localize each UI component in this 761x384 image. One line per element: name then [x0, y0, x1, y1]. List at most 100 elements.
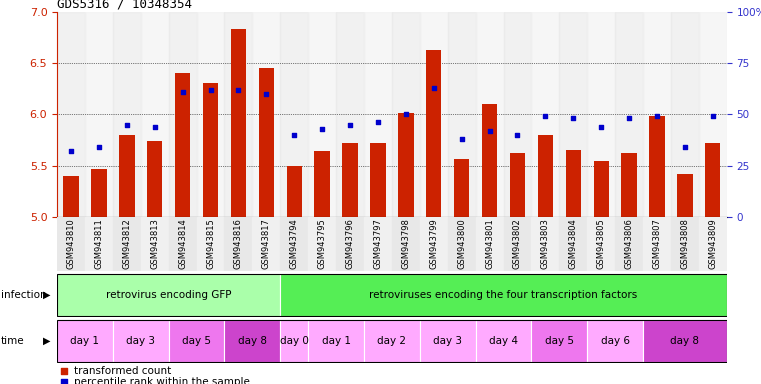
Text: infection: infection	[1, 290, 46, 300]
Bar	[141, 217, 169, 271]
Bar	[364, 319, 420, 362]
Text: GSM943804: GSM943804	[568, 218, 578, 269]
Point	[567, 115, 579, 121]
Point	[205, 86, 217, 93]
Bar	[364, 217, 392, 271]
Bar	[538, 135, 553, 217]
Text: GSM943803: GSM943803	[541, 218, 550, 269]
Bar	[476, 12, 504, 217]
Bar	[615, 217, 643, 271]
Bar	[280, 319, 308, 362]
Bar	[308, 319, 364, 362]
Bar	[420, 319, 476, 362]
Text: day 3: day 3	[126, 336, 155, 346]
Bar	[336, 217, 364, 271]
Bar	[169, 217, 196, 271]
Text: time: time	[1, 336, 24, 346]
Bar	[119, 135, 135, 217]
Point	[595, 124, 607, 130]
Bar	[287, 166, 302, 217]
Bar	[224, 217, 253, 271]
Point	[121, 121, 133, 127]
Bar	[671, 217, 699, 271]
Point	[316, 126, 328, 132]
Bar	[587, 217, 615, 271]
Bar	[113, 12, 141, 217]
Bar	[169, 319, 224, 362]
Text: GSM943813: GSM943813	[150, 218, 159, 269]
Text: GSM943798: GSM943798	[401, 218, 410, 269]
Point	[651, 113, 663, 119]
Text: GSM943815: GSM943815	[206, 218, 215, 269]
Point	[372, 119, 384, 126]
Bar	[113, 319, 169, 362]
Bar	[398, 113, 413, 217]
Text: day 1: day 1	[322, 336, 351, 346]
Point	[707, 113, 719, 119]
Text: GSM943795: GSM943795	[317, 218, 326, 269]
Point	[232, 86, 244, 93]
Bar	[454, 159, 470, 217]
Bar	[175, 73, 190, 217]
Text: ▶: ▶	[43, 336, 51, 346]
Point	[93, 144, 105, 150]
Bar	[392, 217, 420, 271]
Bar	[91, 169, 107, 217]
Bar	[259, 68, 274, 217]
Bar	[371, 143, 386, 217]
Bar	[169, 12, 196, 217]
Text: transformed count: transformed count	[74, 366, 171, 376]
Bar	[622, 153, 637, 217]
Bar	[85, 12, 113, 217]
Bar	[504, 217, 531, 271]
Point	[447, 249, 459, 255]
Text: GSM943811: GSM943811	[94, 218, 103, 269]
Text: retroviruses encoding the four transcription factors: retroviruses encoding the four transcrip…	[369, 290, 638, 300]
Bar	[476, 217, 504, 271]
Bar	[559, 217, 587, 271]
Point	[288, 132, 301, 138]
Bar	[615, 12, 643, 217]
Bar	[531, 319, 587, 362]
Bar	[57, 12, 85, 217]
Bar	[447, 12, 476, 217]
Point	[623, 115, 635, 121]
Bar	[280, 273, 727, 316]
Bar	[147, 141, 162, 217]
Bar	[308, 12, 336, 217]
Point	[148, 124, 161, 130]
Bar	[224, 319, 280, 362]
Bar	[531, 12, 559, 217]
Bar	[504, 12, 531, 217]
Text: GSM943797: GSM943797	[374, 218, 383, 269]
Bar	[587, 319, 643, 362]
Bar	[447, 217, 476, 271]
Point	[344, 121, 356, 127]
Point	[511, 132, 524, 138]
Bar	[643, 217, 671, 271]
Bar	[231, 29, 246, 217]
Bar	[85, 217, 113, 271]
Point	[540, 113, 552, 119]
Text: GSM943799: GSM943799	[429, 218, 438, 269]
Text: GSM943808: GSM943808	[680, 218, 689, 269]
Bar	[364, 12, 392, 217]
Bar	[420, 217, 447, 271]
Point	[447, 354, 459, 360]
Text: day 5: day 5	[545, 336, 574, 346]
Point	[65, 148, 77, 154]
Bar	[314, 151, 330, 217]
Bar	[57, 273, 280, 316]
Bar	[224, 12, 253, 217]
Bar	[476, 319, 531, 362]
Bar	[342, 143, 358, 217]
Bar	[113, 217, 141, 271]
Bar	[643, 12, 671, 217]
Bar	[308, 217, 336, 271]
Point	[456, 136, 468, 142]
Bar	[699, 12, 727, 217]
Text: GSM943802: GSM943802	[513, 218, 522, 269]
Bar	[57, 319, 113, 362]
Text: day 1: day 1	[71, 336, 100, 346]
Bar	[280, 217, 308, 271]
